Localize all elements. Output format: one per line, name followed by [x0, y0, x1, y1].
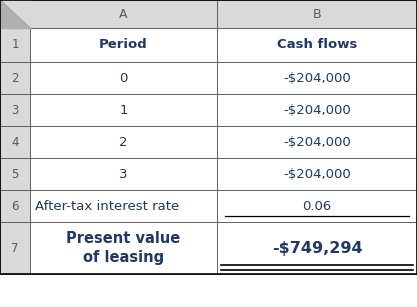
Text: -$204,000: -$204,000 — [283, 135, 351, 149]
Bar — [30, 222, 217, 274]
Text: 2: 2 — [119, 135, 128, 149]
Text: 2: 2 — [11, 72, 19, 84]
Bar — [217, 126, 417, 158]
Bar — [30, 28, 217, 62]
Text: 1: 1 — [11, 38, 19, 52]
Text: 0: 0 — [119, 72, 128, 84]
Bar — [217, 62, 417, 94]
Text: 4: 4 — [11, 135, 19, 149]
Bar — [0, 62, 30, 94]
Text: 3: 3 — [11, 103, 19, 116]
Bar — [217, 222, 417, 274]
Bar — [0, 0, 30, 28]
Bar — [0, 28, 30, 62]
Text: -$204,000: -$204,000 — [283, 72, 351, 84]
Bar — [217, 190, 417, 222]
Text: -$204,000: -$204,000 — [283, 168, 351, 181]
Text: 3: 3 — [119, 168, 128, 181]
Bar — [30, 62, 217, 94]
Bar — [0, 126, 30, 158]
Bar — [30, 94, 217, 126]
Bar — [0, 0, 417, 274]
Text: After-tax interest rate: After-tax interest rate — [35, 200, 179, 212]
Text: 5: 5 — [11, 168, 19, 181]
Text: Cash flows: Cash flows — [277, 38, 357, 52]
Text: Present value
of leasing: Present value of leasing — [66, 231, 181, 265]
Polygon shape — [0, 0, 30, 28]
Text: B: B — [313, 7, 322, 21]
Text: -$204,000: -$204,000 — [283, 103, 351, 116]
Bar — [217, 28, 417, 62]
Text: Period: Period — [99, 38, 148, 52]
Bar — [0, 158, 30, 190]
Bar — [0, 94, 30, 126]
Bar — [30, 158, 217, 190]
Text: 1: 1 — [119, 103, 128, 116]
Bar — [217, 158, 417, 190]
Bar — [217, 94, 417, 126]
Bar — [0, 190, 30, 222]
Text: 6: 6 — [11, 200, 19, 212]
Bar — [0, 222, 30, 274]
Bar — [30, 190, 217, 222]
Text: -$749,294: -$749,294 — [272, 240, 362, 255]
Bar — [30, 0, 217, 28]
Bar — [217, 0, 417, 28]
Text: 0.06: 0.06 — [302, 200, 332, 212]
Text: 7: 7 — [11, 242, 19, 255]
Polygon shape — [0, 0, 30, 28]
Bar — [30, 126, 217, 158]
Text: A: A — [119, 7, 128, 21]
